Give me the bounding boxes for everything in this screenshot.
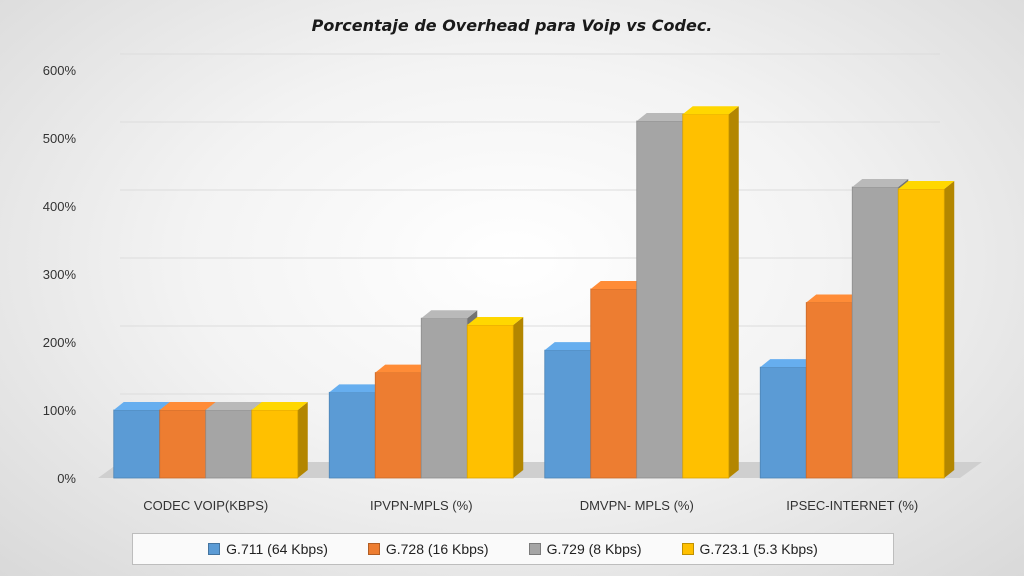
bar-top xyxy=(852,178,909,187)
legend-label: G.723.1 (5.3 Kbps) xyxy=(699,541,818,557)
legend-label: G.729 (8 Kbps) xyxy=(546,541,642,557)
bar-top xyxy=(806,294,863,303)
bar xyxy=(851,186,899,479)
bar-top xyxy=(590,280,647,289)
bar-side xyxy=(944,181,955,478)
bar-top xyxy=(205,402,262,410)
bar-top xyxy=(682,106,739,115)
legend-item-g7231: G.723.1 (5.3 Kbps) xyxy=(681,541,818,557)
bar xyxy=(636,120,684,479)
bar-top xyxy=(329,384,386,393)
y-tick-label: 400% xyxy=(43,199,77,214)
bar xyxy=(205,409,253,479)
legend-swatch xyxy=(367,543,380,555)
legend-swatch xyxy=(681,543,694,555)
bar-top xyxy=(251,402,308,410)
x-tick-label: DMVPN- MPLS (%) xyxy=(580,498,694,513)
bar-top xyxy=(159,402,216,410)
bar xyxy=(805,302,853,479)
y-tick-label: 300% xyxy=(43,267,77,282)
bar xyxy=(590,288,638,479)
bar xyxy=(897,188,945,479)
legend-item-g711: G.711 (64 Kbps) xyxy=(208,541,328,557)
legend-label: G.711 (64 Kbps) xyxy=(226,541,328,557)
bar xyxy=(328,391,376,479)
bar-top xyxy=(421,310,478,319)
y-tick-label: 500% xyxy=(43,131,77,146)
bar xyxy=(113,409,161,479)
x-tick-label: CODEC VOIP(KBPS) xyxy=(143,498,268,513)
legend-label: G.728 (16 Kbps) xyxy=(385,541,489,557)
legend-swatch xyxy=(208,543,221,555)
y-tick-label: 600% xyxy=(43,63,77,78)
y-tick-label: 0% xyxy=(57,471,76,486)
legend-swatch xyxy=(528,543,541,555)
bar xyxy=(374,372,422,479)
bar-top xyxy=(544,342,601,351)
bar-top xyxy=(636,113,693,121)
bar-top xyxy=(760,359,817,368)
bar-top xyxy=(375,364,432,373)
y-tick-label: 200% xyxy=(43,335,77,350)
bar xyxy=(682,113,730,479)
bar xyxy=(420,317,468,479)
chart-title: Porcentaje de Overhead para Voip vs Code… xyxy=(311,16,713,35)
bar-top xyxy=(113,402,170,410)
bar-top xyxy=(467,317,524,325)
bar-side xyxy=(728,106,739,478)
bar-side xyxy=(297,402,308,478)
legend-item-g729: G.729 (8 Kbps) xyxy=(528,541,642,557)
x-tick-label: IPSEC-INTERNET (%) xyxy=(786,498,918,513)
bar xyxy=(251,409,299,479)
bar xyxy=(159,409,207,479)
bar-top xyxy=(898,181,955,189)
chart-legend: G.711 (64 Kbps) G.728 (16 Kbps) G.729 (8… xyxy=(132,533,894,565)
bar-side xyxy=(513,317,524,478)
bar xyxy=(466,324,514,479)
y-tick-label: 100% xyxy=(43,403,77,418)
bar xyxy=(759,366,807,479)
x-tick-label: IPVPN-MPLS (%) xyxy=(370,498,473,513)
bar xyxy=(544,349,592,479)
legend-item-g728: G.728 (16 Kbps) xyxy=(367,541,489,557)
